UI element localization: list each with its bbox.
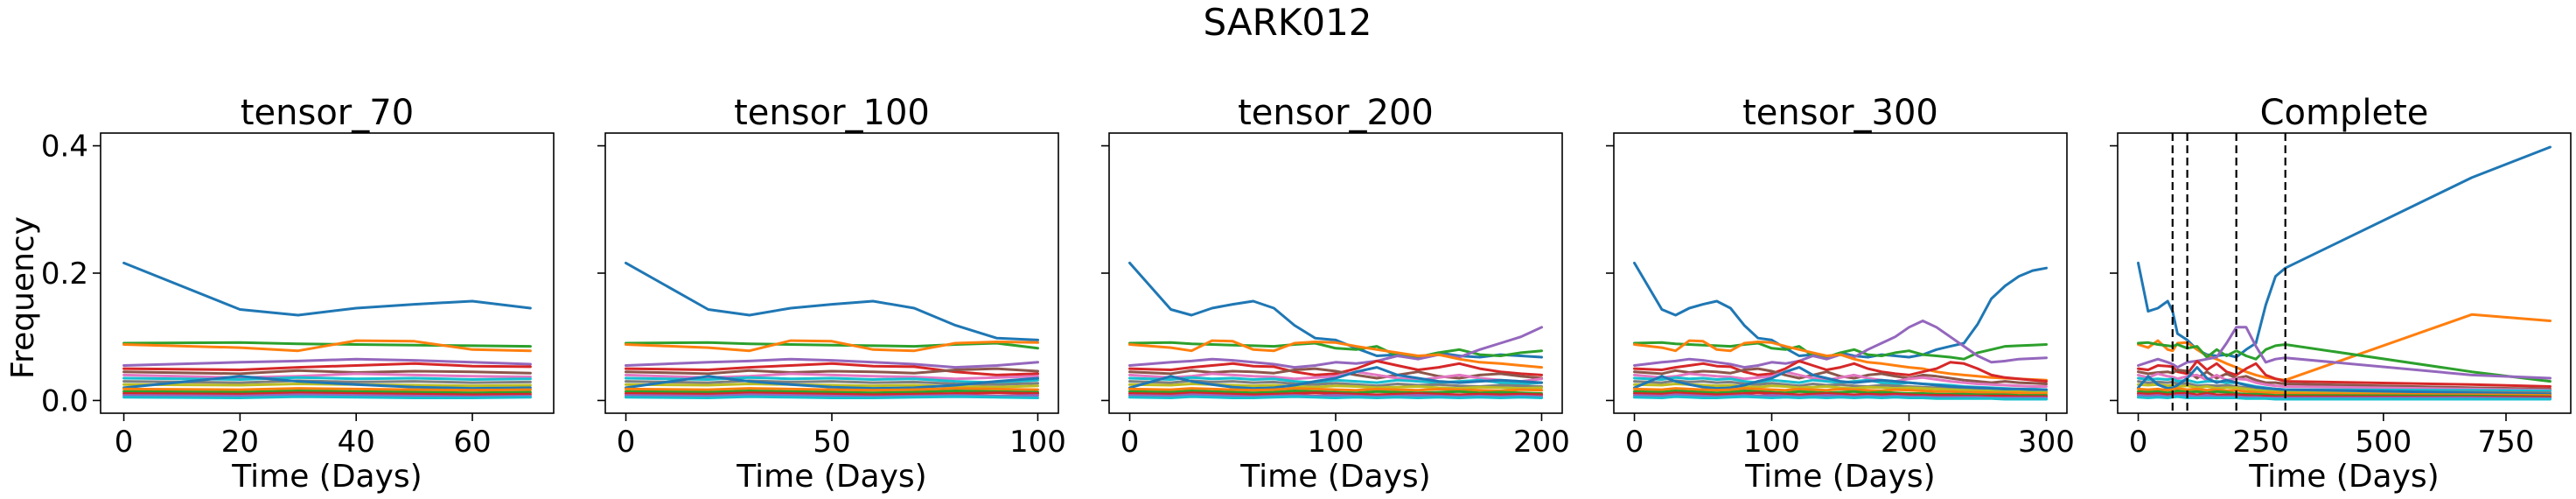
x-tick-label: 0 [2129,425,2148,460]
subplot-2: tensor_100 0 50 100 Time (Days) [597,93,1066,495]
x-tick-label: 200 [1881,425,1937,460]
series-line-16 [2137,395,2552,401]
series-line-7 [625,372,1039,381]
x-tick-label: 100 [1009,425,1066,460]
y-tick-label: 0.4 [41,130,88,165]
series-line-7 [2137,372,2552,392]
series-line-11 [1633,366,2048,391]
series-line-1 [625,261,1039,341]
series-line-14 [122,391,532,397]
plot-area [2137,133,2552,413]
series-line-3 [625,339,1039,353]
subplot-title: Complete [2260,93,2429,133]
series-line-3 [2137,341,2552,383]
x-tick-label: 50 [813,425,850,460]
series-line-1 [122,261,532,317]
x-axis-label: Time (Days) [2248,459,2439,495]
x-tick-label: 500 [2355,425,2412,460]
subplot-5: Complete 0 250 500 750 Time (Days) [2110,93,2572,495]
x-tick-label: 250 [2232,425,2289,460]
subplot-1: tensor_70 0.0 0.2 0.4 0 20 40 60 Time (Days) [41,93,555,495]
series-line-5 [122,362,532,371]
subplot-title: tensor_300 [1742,93,1938,133]
series-line-13 [122,390,532,395]
series-line-5 [1128,359,1543,376]
series-line-2 [122,341,532,348]
series-line-12 [1633,387,2048,395]
series-line-16 [1633,395,2048,401]
series-line-2 [1128,341,1543,359]
plot-area [625,261,1039,399]
series-line-11 [1128,366,1543,390]
x-tick-label: 0 [115,425,134,460]
x-tick-label: 60 [453,425,491,460]
series-line-12 [1128,387,1543,392]
y-axis-label: Frequency [5,216,41,379]
plot-area [122,261,532,399]
x-axis-label: Time (Days) [231,459,422,495]
subplot-title: tensor_100 [734,93,930,133]
x-tick-label: 0 [1120,425,1140,460]
series-line-4 [122,357,532,367]
series-line-14 [625,391,1039,397]
series-line-13 [625,390,1039,395]
series-line-10 [625,383,1039,389]
series-line-6 [2137,369,2552,390]
series-line-14 [1633,391,2048,398]
series-line-11 [625,375,1039,390]
series-line-1 [2137,145,2552,359]
series-line-3 [122,339,532,353]
x-axis-label: Time (Days) [1239,459,1430,495]
series-line-11 [122,375,532,390]
series-line-4 [1633,339,2048,382]
x-tick-label: 20 [221,425,259,460]
series-line-11 [2137,366,2552,396]
plot-area [1633,261,2048,401]
series-line-5 [1633,359,2048,383]
x-axis-label: Time (Days) [736,459,926,495]
x-tick-label: 0 [1625,425,1644,460]
series-line-6 [122,369,532,376]
subplot-4: tensor_300 0 100 200 300 Time (Days) [1606,93,2075,495]
y-tick-label: 0.0 [41,383,88,418]
series-line-6 [625,367,1039,376]
series-line-4 [2137,326,2552,380]
subplot-3: tensor_200 0 100 200 Time (Days) [1101,93,1570,495]
subplot-title: tensor_70 [241,93,414,133]
subplot-title: tensor_200 [1238,93,1434,133]
series-line-12 [625,387,1039,392]
x-tick-label: 0 [617,425,636,460]
x-tick-label: 100 [1743,425,1800,460]
series-line-2 [1633,341,2048,361]
series-line-9 [122,379,532,384]
series-line-3 [1128,326,1543,369]
series-line-1 [1633,261,2048,359]
figure-title: SARK012 [1203,1,1372,44]
series-line-12 [2137,387,2552,397]
x-axis-label: Time (Days) [1744,459,1935,495]
series-line-7 [1633,370,2048,388]
plot-area [1128,261,1543,399]
series-line-5 [625,362,1039,376]
y-tick-label: 0.2 [41,257,88,292]
series-line-12 [122,387,532,392]
x-tick-label: 300 [2018,425,2075,460]
x-tick-label: 750 [2478,425,2535,460]
x-tick-label: 200 [1513,425,1570,460]
series-line-8 [122,376,532,381]
x-tick-label: 40 [338,425,375,460]
series-line-5 [2137,359,2552,388]
series-line-14 [1128,391,1543,397]
series-line-4 [625,357,1039,369]
series-line-4 [1128,339,1543,369]
x-tick-label: 100 [1308,425,1365,460]
